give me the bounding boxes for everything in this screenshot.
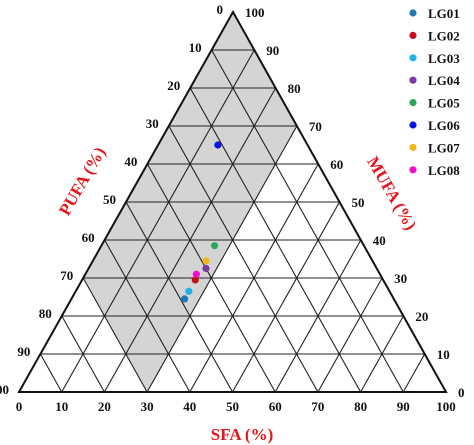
tick-label-sfa: 0 [16,399,23,414]
legend-label-lg03: LG03 [428,51,460,66]
legend-label-lg05: LG05 [428,96,460,111]
triangle-outline [17,9,448,393]
legend-marker-lg03 [409,54,417,62]
grid-line-sfa [274,239,362,393]
grid-line-sfa [402,353,426,393]
legend: LG01 LG02 LG03 LG04 LG05 LG06 LG07 LG08 [409,6,460,178]
tick-label-mufa: 60 [330,157,343,172]
grid-line-pufa [104,239,191,393]
grid-line-pufa [168,125,319,393]
data-point-lg06 [214,141,222,149]
legend-marker-lg04 [409,76,417,84]
tick-label-sfa: 40 [183,399,196,414]
tick-label-mufa: 80 [288,81,301,96]
data-point-lg07 [202,257,210,265]
tick-label-sfa: 70 [311,399,324,414]
tick-label-mufa: 90 [266,43,279,58]
tick-label-sfa: 90 [397,399,410,414]
tick-label-mufa: 100 [245,5,265,20]
legend-label-lg02: LG02 [428,28,460,43]
tick-label-mufa: 50 [352,195,365,210]
tick-label-mufa: 20 [415,309,428,324]
legend-marker-lg01 [409,9,417,17]
legend-label-lg04: LG04 [428,73,460,88]
grid-line-pufa [125,201,233,393]
mufa-axis-title: MUFA (%) [363,153,420,233]
data-point-lg08 [192,270,200,278]
legend-marker-lg05 [409,99,417,107]
tick-label-sfa: 30 [141,399,154,414]
tick-label-pufa: 40 [124,154,137,169]
tick-label-sfa: 60 [269,399,282,414]
data-point-lg03 [185,287,193,295]
legend-label-lg07: LG07 [428,140,460,155]
data-point-lg02 [191,276,199,284]
grid-line-sfa [61,49,255,393]
pufa-axis-title: PUFA (%) [55,144,109,219]
tick-label-sfa: 80 [354,399,367,414]
tick-label-sfa: 100 [436,399,456,414]
grid-line-pufa [61,315,105,393]
tick-label-pufa: 100 [0,382,9,397]
tick-label-mufa: 0 [458,385,465,400]
grid [39,49,426,393]
triangle-frame [17,9,448,393]
legend-label-lg06: LG06 [428,118,460,133]
tick-label-pufa: 80 [39,306,52,321]
tick-label-pufa: 0 [217,2,224,17]
data-point-lg04 [202,264,210,273]
legend-marker-lg08 [409,166,417,174]
data-point-lg05 [210,242,219,250]
tick-label-pufa: 50 [103,192,116,207]
tick-label-sfa: 10 [55,399,68,414]
legend-label-lg08: LG08 [428,163,460,178]
tick-labels: 0 0 0 10 10 10 20 20 20 30 30 30 40 40 40 50 50 50 60 60 60 7… [0,2,465,414]
tick-label-pufa: 30 [146,116,159,131]
tick-label-mufa: 40 [373,233,386,248]
data-points [180,141,222,303]
grid-line-pufa [39,353,63,393]
legend-label-lg01: LG01 [428,6,460,21]
tick-label-pufa: 90 [17,344,30,359]
tick-label-pufa: 20 [167,78,180,93]
tick-label-pufa: 10 [189,40,202,55]
tick-label-sfa: 20 [98,399,111,414]
grid-line-sfa [360,315,404,393]
legend-marker-lg07 [409,143,417,151]
sfa-axis-title: SFA (%) [211,425,274,444]
grid-line-sfa [232,201,340,393]
tick-label-sfa: 50 [226,399,239,414]
grid-line-pufa [82,277,148,393]
tick-label-pufa: 60 [82,230,95,245]
data-point-lg01 [180,295,189,303]
tick-label-mufa: 10 [437,347,450,362]
tick-label-mufa: 30 [394,271,407,286]
tick-label-pufa: 70 [60,268,73,283]
grid-line-sfa [146,125,298,393]
grid-line-pufa [211,49,404,393]
grid-line-sfa [317,277,383,393]
legend-marker-lg02 [409,31,417,39]
tick-label-mufa: 70 [309,119,322,134]
legend-marker-lg06 [409,121,417,129]
